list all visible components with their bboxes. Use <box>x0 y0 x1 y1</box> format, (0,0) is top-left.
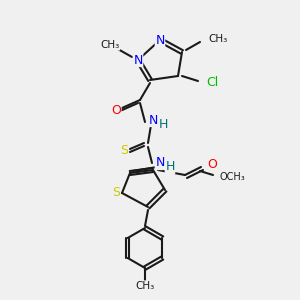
Text: N: N <box>155 157 165 169</box>
Text: H: H <box>165 160 175 173</box>
Text: N: N <box>133 53 143 67</box>
Text: CH₃: CH₃ <box>135 281 154 291</box>
Text: CH₃: CH₃ <box>100 40 120 50</box>
Text: N: N <box>148 113 158 127</box>
Text: Cl: Cl <box>206 76 218 89</box>
Text: O: O <box>111 103 121 116</box>
Text: S: S <box>120 143 128 157</box>
Text: OCH₃: OCH₃ <box>220 172 246 182</box>
Text: N: N <box>155 34 165 46</box>
Text: S: S <box>112 187 120 200</box>
Text: O: O <box>207 158 217 172</box>
Text: CH₃: CH₃ <box>208 34 227 44</box>
Text: H: H <box>158 118 168 130</box>
